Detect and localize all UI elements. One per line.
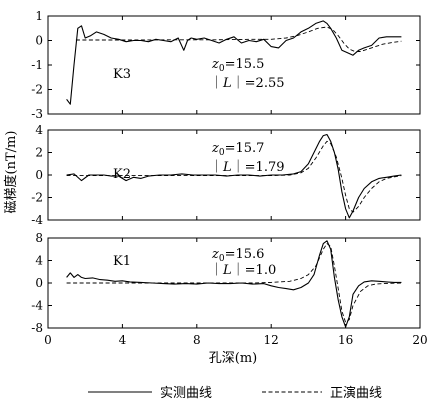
- z0-subscript: 0: [219, 64, 225, 74]
- z0-value: =15.5: [225, 57, 265, 72]
- x-tick-label: 8: [193, 333, 201, 347]
- l-value: ｜=1.79: [232, 160, 285, 175]
- y-tick-label: 4: [35, 254, 43, 268]
- y-ticks-k1: 8 4 0 -4 -8: [31, 231, 421, 335]
- series-k1: [66, 240, 402, 328]
- z0-subscript: 0: [219, 148, 225, 158]
- y-ticks-k3: 1 0 -1 -2 -3: [31, 9, 421, 121]
- panel-label-k2: K2: [113, 167, 131, 182]
- x-ticks: 0 4 8 12 16 20: [44, 333, 427, 347]
- forward-curve: [66, 242, 402, 324]
- x-tick-label: 0: [44, 333, 52, 347]
- l-symbol: L: [222, 263, 232, 278]
- z0-symbol: z: [211, 247, 219, 262]
- panel-k1: 840-4-8 K1 z0=15.6 ｜L｜=1.0: [31, 231, 421, 335]
- z0-annotation-k2: z0=15.7: [211, 141, 264, 158]
- y-tick-label: -8: [31, 321, 43, 335]
- forward-curve: [66, 140, 402, 213]
- l-symbol: L: [222, 160, 232, 175]
- z0-value: =15.7: [225, 141, 265, 156]
- x-tick-label: 4: [119, 333, 127, 347]
- z0-value: =15.6: [225, 247, 265, 262]
- panel-label-k1: K1: [113, 254, 131, 269]
- y-tick-label: -1: [31, 58, 43, 72]
- z0-subscript: 0: [219, 254, 225, 264]
- y-tick-label: -4: [31, 299, 43, 313]
- z0-annotation-k1: z0=15.6: [211, 247, 264, 264]
- x-tick-label: 16: [338, 333, 353, 347]
- z0-symbol: z: [211, 57, 219, 72]
- measured-curve: [66, 240, 402, 328]
- y-tick-label: 1: [35, 9, 43, 23]
- y-tick-label: 0: [35, 34, 43, 48]
- x-tick-label: 12: [264, 333, 279, 347]
- l-symbol: L: [222, 76, 232, 91]
- x-tick-label: 20: [412, 333, 427, 347]
- series-k3: [66, 20, 402, 105]
- y-tick-label: 4: [35, 123, 43, 137]
- series-k2: [66, 133, 402, 219]
- x-axis-label: 孔深(m): [209, 351, 257, 366]
- l-annotation-k2: ｜L｜=1.79: [210, 160, 285, 175]
- panel-k3: 10-1-2-3 K3 z0=15.5 ｜L｜=2.55: [31, 9, 421, 121]
- legend: 实测曲线 正演曲线: [88, 385, 382, 401]
- y-tick-label: 2: [35, 146, 43, 160]
- y-tick-label: 0: [35, 168, 43, 182]
- legend-label-measured: 实测曲线: [160, 386, 212, 401]
- l-annotation-k3: ｜L｜=2.55: [210, 76, 285, 91]
- y-tick-label: -2: [31, 191, 43, 205]
- l-prefix: ｜: [210, 76, 223, 91]
- l-value: ｜=1.0: [232, 263, 277, 278]
- l-prefix: ｜: [210, 263, 223, 278]
- y-tick-label: -4: [31, 213, 43, 227]
- forward-curve: [75, 26, 402, 52]
- y-tick-label: 8: [35, 231, 43, 245]
- l-value: ｜=2.55: [232, 76, 285, 91]
- legend-label-forward: 正演曲线: [330, 385, 382, 401]
- l-annotation-k1: ｜L｜=1.0: [210, 263, 276, 278]
- measured-curve: [66, 133, 402, 219]
- panel-label-k3: K3: [113, 67, 131, 82]
- y-ticks-k2: 4 2 0 -2 -4: [31, 123, 421, 227]
- panel-k2: 420-2-4 K2 z0=15.7 ｜L｜=1.79: [31, 123, 421, 227]
- z0-annotation-k3: z0=15.5: [211, 57, 264, 74]
- y-tick-label: -3: [31, 107, 43, 121]
- y-axis-label: 磁梯度(nT/m): [3, 131, 19, 214]
- y-tick-label: -2: [31, 83, 43, 97]
- y-tick-label: 0: [35, 276, 43, 290]
- z0-symbol: z: [211, 141, 219, 156]
- l-prefix: ｜: [210, 160, 223, 175]
